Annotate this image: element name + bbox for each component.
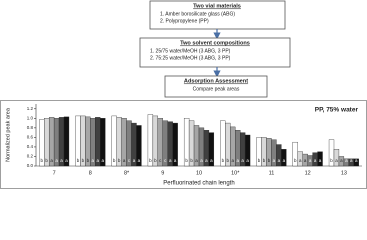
significance-letter: b [118,158,121,163]
significance-letter: b [222,158,225,163]
significance-letter: b [268,158,271,163]
significance-letter: b [185,158,188,163]
x-tick-label: 8 [89,170,92,176]
y-tick-label: 1.2 [27,106,34,111]
box [149,0,286,30]
bar [244,134,251,167]
significance-letter: b [82,158,85,163]
box [139,37,291,68]
significance-letter: a [246,158,249,163]
significance-letter: a [60,158,63,163]
significance-letter: a [335,158,338,163]
y-tick-label: 0.6 [27,135,34,140]
significance-letter: a [241,158,244,163]
significance-letter: a [200,158,203,163]
x-tick-label: 13 [341,170,347,176]
box-item: 1. 25/75 water/MeOH (3 ABG, 3 PP) [150,48,231,54]
x-tick-label: 10* [231,170,240,176]
figure: Two vial materials 1. Amber borosilicate … [0,0,367,189]
significance-letter: b [294,158,297,163]
bar [172,122,178,167]
significance-letter: a [304,158,307,163]
significance-letter: b [45,158,48,163]
significance-letter: a [236,158,239,163]
bar [317,151,323,167]
significance-letter: b [190,158,193,163]
significance-letter: a [50,158,53,163]
significance-letter: a [195,158,198,163]
significance-letter: b [77,158,80,163]
y-tick-label: 0.8 [27,125,34,130]
significance-letter: b [40,158,43,163]
significance-letter: a [174,158,177,163]
significance-letter: a [340,158,343,163]
box [164,75,268,98]
box-title: Two solvent compositions [180,40,250,46]
significance-letter: a [205,158,208,163]
significance-letter: a [355,158,358,163]
significance-letter: b [263,158,266,163]
box-item: 2. Polypropylene (PP) [160,18,209,24]
significance-letter: a [65,158,68,163]
significance-letter: a [314,158,317,163]
significance-letter: a [138,158,141,163]
significance-letter: a [299,158,302,163]
x-tick-label: 7 [53,170,56,176]
significance-letter: a [55,158,58,163]
x-tick-label: 12 [305,170,311,176]
significance-letter: a [319,158,322,163]
significance-letter: a [309,158,312,163]
significance-letter: c [164,158,167,163]
significance-letter: a [350,158,353,163]
significance-letter: b [330,158,333,163]
x-tick-label: 10 [196,170,202,176]
significance-letter: c [159,158,162,163]
box-item: 2. 75:25 water/MeOH (3 ABG, 3 PP) [150,55,231,61]
significance-letter: a [210,158,213,163]
significance-letter: a [92,158,95,163]
significance-letter: a [101,158,104,163]
y-tick-label: 0.4 [27,144,34,149]
significance-letter: a [231,158,234,163]
x-tick-label: 11 [269,170,275,176]
significance-letter: b [113,158,116,163]
annotation: PP, 75% water [315,107,359,114]
significance-letter: a [278,158,281,163]
significance-letter: a [283,158,286,163]
significance-letter: c [128,158,131,163]
y-tick-label: 1.0 [27,115,34,120]
y-tick-label: 0.2 [27,154,34,159]
significance-letter: a [133,158,136,163]
significance-letter: a [123,158,126,163]
significance-letter: a [97,158,100,163]
bar [63,116,70,167]
box-title: Adsorption Assessment [184,78,248,84]
bar [136,125,142,167]
significance-letter: b [154,158,157,163]
bar [281,149,287,167]
significance-letter: a [345,158,348,163]
x-tick-label: 9 [161,170,164,176]
significance-letter: a [169,158,172,163]
y-axis-label: Normalized peak area [5,107,11,162]
significance-letter: b [149,158,152,163]
box-item: Compare peak areas [193,86,240,92]
bar [353,158,359,167]
bar [208,132,215,167]
significance-letter: a [273,158,276,163]
box-item: 1. Amber borosilicate glass (ABG) [160,11,235,17]
x-tick-label: 8* [124,170,130,176]
significance-letter: b [87,158,90,163]
significance-letter: b [258,158,261,163]
bar [100,118,106,167]
y-tick-label: 0.0 [27,163,34,168]
x-axis-label: Perfluorinated chain length [163,181,234,187]
significance-letter: b [227,158,230,163]
box-title: Two vial materials [193,3,241,9]
